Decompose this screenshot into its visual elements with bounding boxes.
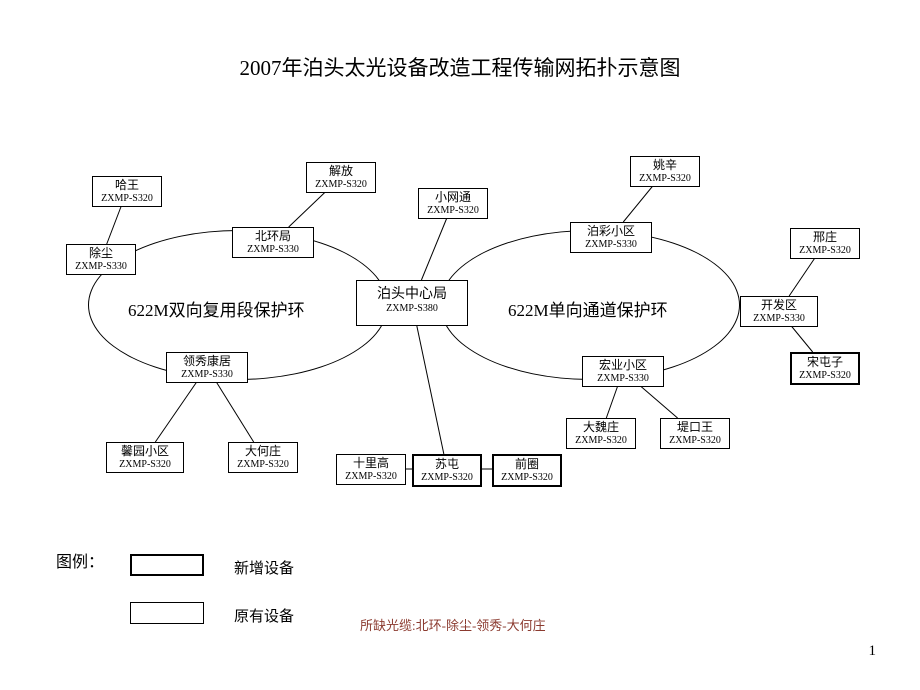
node-sutun-name: 苏屯 [417, 458, 477, 472]
node-jiefang: 解放ZXMP-S320 [306, 162, 376, 193]
edge-bocai-yaoxin [623, 186, 652, 222]
node-songtunzi-model: ZXMP-S320 [795, 370, 855, 382]
node-kaifaqu: 开发区ZXMP-S330 [740, 296, 818, 327]
edge-kaifaqu-xingzhuang [789, 258, 815, 296]
node-center: 泊头中心局ZXMP-S380 [356, 280, 468, 326]
diagram-title: 2007年泊头太光设备改造工程传输网拓扑示意图 [0, 52, 920, 82]
node-xingzhuang-model: ZXMP-S320 [794, 245, 856, 257]
node-chuchen-model: ZXMP-S330 [70, 261, 132, 273]
node-xingzhuang-name: 邢庄 [794, 231, 856, 245]
node-xiaowt: 小网通ZXMP-S320 [418, 188, 488, 219]
edge-kaifaqu-songtunzi [791, 326, 812, 352]
node-kaifaqu-name: 开发区 [744, 299, 814, 313]
node-beihuan: 北环局ZXMP-S330 [232, 227, 314, 258]
node-dikou-model: ZXMP-S320 [664, 435, 726, 447]
legend-header: 图例： [56, 548, 104, 572]
node-beihuan-model: ZXMP-S330 [236, 244, 310, 256]
node-hawang-name: 哈王 [96, 179, 158, 193]
node-dawei-name: 大魏庄 [570, 421, 632, 435]
node-shiligao-name: 十里高 [340, 457, 402, 471]
node-qianquan-model: ZXMP-S320 [497, 472, 557, 484]
node-chuchen: 除尘ZXMP-S330 [66, 244, 136, 275]
edge-beihuan-jiefang [289, 192, 326, 227]
edge-chuchen-hawang [107, 206, 122, 244]
node-xinyuan-model: ZXMP-S320 [110, 459, 180, 471]
node-sutun: 苏屯ZXMP-S320 [412, 454, 482, 487]
node-hongye-model: ZXMP-S330 [586, 373, 660, 385]
node-qianquan-name: 前圈 [497, 458, 557, 472]
node-yaoxin-name: 姚辛 [634, 159, 696, 173]
edge-hongye-dawei [606, 386, 617, 418]
node-bocai-model: ZXMP-S330 [574, 239, 648, 251]
edge-center-sutun [417, 326, 444, 454]
node-yaoxin-model: ZXMP-S320 [634, 173, 696, 185]
node-shiligao-model: ZXMP-S320 [340, 471, 402, 483]
node-dawei-model: ZXMP-S320 [570, 435, 632, 447]
node-center-model: ZXMP-S380 [360, 303, 464, 315]
node-hawang-model: ZXMP-S320 [96, 193, 158, 205]
edge-lingxiu-xinyuan [155, 382, 196, 442]
node-hongye-name: 宏业小区 [586, 359, 660, 373]
node-kaifaqu-model: ZXMP-S330 [744, 313, 814, 325]
node-chuchen-name: 除尘 [70, 247, 132, 261]
edge-hongye-dikou [640, 386, 677, 418]
node-xiaowt-model: ZXMP-S320 [422, 205, 484, 217]
node-bocai: 泊彩小区ZXMP-S330 [570, 222, 652, 253]
ring-left-label: 622M双向复用段保护环 [128, 296, 305, 321]
node-beihuan-name: 北环局 [236, 230, 310, 244]
node-songtunzi-name: 宋屯子 [795, 356, 855, 370]
legend-text-1: 原有设备 [234, 605, 294, 626]
node-dahezhuang: 大何庄ZXMP-S320 [228, 442, 298, 473]
node-lingxiu-name: 领秀康居 [170, 355, 244, 369]
node-xingzhuang: 邢庄ZXMP-S320 [790, 228, 860, 259]
edge-center-xiaowt [421, 218, 446, 280]
edge-lingxiu-dahezhuang [216, 382, 253, 442]
node-dahezhuang-model: ZXMP-S320 [232, 459, 294, 471]
legend-text-0: 新增设备 [234, 557, 294, 578]
node-jiefang-model: ZXMP-S320 [310, 179, 372, 191]
page-number: 1 [869, 643, 877, 660]
node-hongye: 宏业小区ZXMP-S330 [582, 356, 664, 387]
node-bocai-name: 泊彩小区 [574, 225, 648, 239]
node-dikou: 堤口王ZXMP-S320 [660, 418, 730, 449]
node-xinyuan-name: 馨园小区 [110, 445, 180, 459]
node-jiefang-name: 解放 [310, 165, 372, 179]
node-lingxiu-model: ZXMP-S330 [170, 369, 244, 381]
missing-cable-note: 所缺光缆:北环-除尘-领秀-大何庄 [360, 615, 546, 634]
legend-box-0 [130, 554, 204, 576]
node-xinyuan: 馨园小区ZXMP-S320 [106, 442, 184, 473]
node-dawei: 大魏庄ZXMP-S320 [566, 418, 636, 449]
node-songtunzi: 宋屯子ZXMP-S320 [790, 352, 860, 385]
node-hawang: 哈王ZXMP-S320 [92, 176, 162, 207]
node-dahezhuang-name: 大何庄 [232, 445, 294, 459]
node-center-name: 泊头中心局 [360, 287, 464, 303]
node-yaoxin: 姚辛ZXMP-S320 [630, 156, 700, 187]
node-lingxiu: 领秀康居ZXMP-S330 [166, 352, 248, 383]
node-xiaowt-name: 小网通 [422, 191, 484, 205]
node-shiligao: 十里高ZXMP-S320 [336, 454, 406, 485]
node-sutun-model: ZXMP-S320 [417, 472, 477, 484]
node-dikou-name: 堤口王 [664, 421, 726, 435]
node-qianquan: 前圈ZXMP-S320 [492, 454, 562, 487]
ring-right-label: 622M单向通道保护环 [508, 296, 668, 321]
legend-box-1 [130, 602, 204, 624]
